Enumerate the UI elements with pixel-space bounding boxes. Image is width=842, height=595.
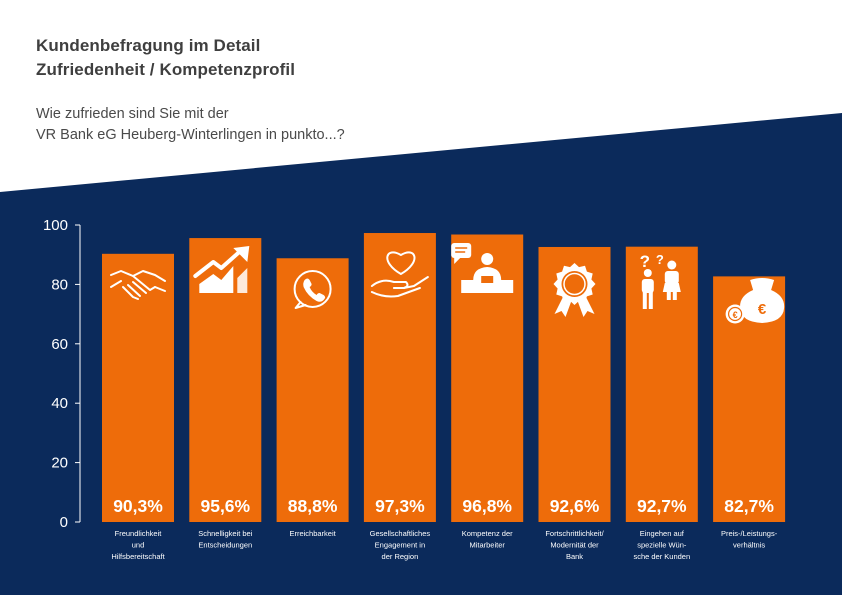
category-label-line: Bank — [566, 552, 583, 561]
category-label-line: Fortschrittlichkeit/ — [545, 529, 604, 538]
svg-text:€: € — [758, 301, 767, 318]
advisor-icon — [451, 243, 514, 293]
category-label-line: Entscheidungen — [198, 541, 252, 550]
category-label: Eingehen auf spezielle Wün-sche der Kunde… — [633, 529, 690, 561]
value-label: 88,8% — [288, 496, 338, 516]
category-label-line: und — [132, 541, 145, 550]
y-tick-label: 60 — [51, 336, 68, 353]
value-label: 82,7% — [724, 496, 774, 516]
value-labels-group: 90,3% 95,6% 88,8% 97,3% 96,8% 92,6% 92,7% 82,7% — [113, 496, 774, 516]
y-axis-ticks: 0 20 40 60 80 100 — [43, 217, 80, 531]
category-label-line: der Region — [382, 552, 419, 561]
category-label-line: Modernität der — [550, 541, 599, 550]
heart-hand-icon — [370, 251, 429, 298]
svg-text:?: ? — [656, 252, 664, 267]
category-label: Fortschrittlichkeit/Modernität der Bank — [545, 529, 604, 561]
category-label: Schnelligkeit bei Entscheidungen — [198, 529, 253, 550]
icons-group: ? ?€€ — [110, 243, 785, 324]
category-label-line: Engagement in — [375, 541, 425, 550]
category-label-line: Gesellschaftliches — [370, 529, 431, 538]
category-label: Preis-/Leistungs-verhältnis — [721, 529, 778, 550]
question-line2: VR Bank eG Heuberg-Winterlingen in punkt… — [36, 127, 345, 143]
category-label: Freundlichkeit und Hilfsbereitschaft — [111, 529, 165, 561]
value-label: 96,8% — [462, 496, 512, 516]
y-tick-label: 0 — [60, 514, 68, 531]
bar — [363, 233, 436, 523]
handshake-icon — [110, 270, 166, 300]
category-label: Gesellschaftliches Engagement in der Regio… — [370, 529, 431, 561]
bar — [276, 258, 349, 522]
category-label-line: Kompetenz der — [462, 529, 513, 538]
question-line1: Wie zufrieden sind Sie mit der — [36, 106, 229, 122]
category-label-line: Preis-/Leistungs- — [721, 529, 778, 538]
category-labels-group: Freundlichkeit und Hilfsbereitschaft Schnel… — [111, 529, 777, 561]
category-label-line: Schnelligkeit bei — [198, 529, 253, 538]
category-label-line: Eingehen auf — [640, 529, 685, 538]
y-tick-label: 80 — [51, 276, 68, 293]
award-rosette-icon — [553, 263, 596, 317]
category-label-line: spezielle Wün- — [637, 541, 687, 550]
value-label: 97,3% — [375, 496, 425, 516]
phone-bubble-icon — [293, 270, 332, 309]
y-tick-label: 40 — [51, 395, 68, 412]
value-label: 90,3% — [113, 496, 163, 516]
category-label-line: Hilfsbereitschaft — [111, 552, 165, 561]
people-question-icon: ?? — [640, 252, 681, 309]
category-label-line: sche der Kunden — [633, 552, 690, 561]
y-tick-label: 20 — [51, 455, 68, 472]
value-label: 92,6% — [550, 496, 600, 516]
growth-chart-icon — [193, 246, 250, 293]
category-label-line: Freundlichkeit — [115, 529, 163, 538]
category-label-line: Erreichbarkeit — [289, 529, 336, 538]
page-title-line1: Kundenbefragung im Detail — [36, 36, 261, 55]
category-label: Kompetenz der Mitarbeiter — [462, 529, 513, 550]
svg-text:€: € — [733, 310, 738, 320]
y-tick-label: 100 — [43, 217, 68, 234]
bar — [625, 246, 698, 522]
svg-text:?: ? — [640, 252, 650, 271]
value-label: 92,7% — [637, 496, 687, 516]
money-bags-icon: €€ — [725, 278, 785, 324]
value-label: 95,6% — [200, 496, 250, 516]
category-label: Erreichbarkeit — [289, 529, 336, 538]
category-label-line: verhältnis — [733, 541, 765, 550]
page-title-line2: Zufriedenheit / Kompetenzprofil — [36, 60, 296, 79]
category-label-line: Mitarbeiter — [469, 541, 505, 550]
